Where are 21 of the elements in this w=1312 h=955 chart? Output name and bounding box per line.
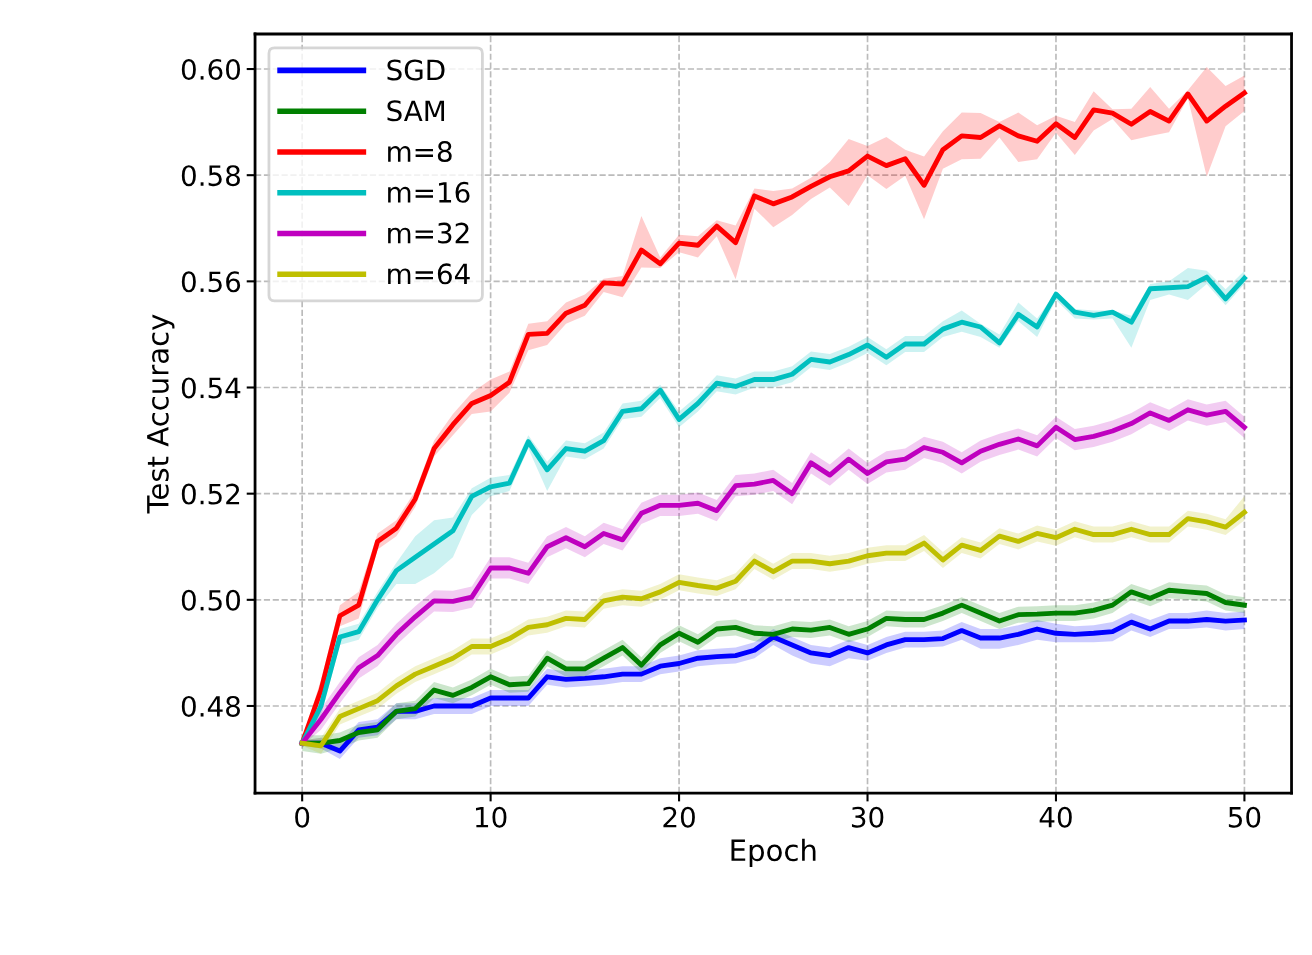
x-tick-label: 20 (663, 806, 695, 828)
y-tick-label: 0.58 (181, 165, 240, 187)
x-tick-label: 30 (851, 806, 884, 828)
x-tick-label: 40 (1039, 806, 1072, 828)
y-axis-title: Test Accuracy (147, 314, 175, 514)
legend-label: m=32 (388, 222, 469, 244)
y-tick-label: 0.52 (181, 483, 240, 505)
legend-label: SAM (387, 100, 445, 122)
y-tick-label: 0.56 (181, 271, 241, 293)
y-tick-label: 0.60 (181, 58, 241, 80)
x-tick-label: 50 (1228, 806, 1261, 828)
legend-label: m=8 (388, 141, 452, 163)
legend-label: m=16 (388, 181, 470, 203)
y-tick-label: 0.50 (181, 589, 241, 611)
x-tick-label: 0 (295, 806, 310, 828)
x-tick-label: 10 (475, 806, 507, 828)
legend-label: SGD (387, 59, 445, 81)
y-tick-label: 0.54 (181, 377, 241, 399)
y-tick-label: 0.48 (181, 695, 240, 717)
x-axis-title: Epoch (731, 838, 816, 867)
legend-label: m=64 (388, 263, 470, 285)
